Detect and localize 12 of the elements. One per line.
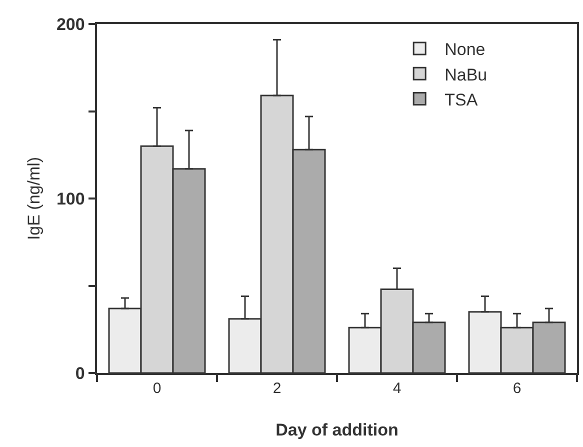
- x-tick-label: 0: [152, 380, 162, 397]
- x-tick-label: 4: [392, 380, 402, 397]
- legend-label: TSA: [444, 90, 478, 110]
- x-axis-title: Day of addition: [276, 420, 398, 440]
- x-tick-label: 6: [512, 380, 522, 397]
- y-axis-title: IgE (ng/ml): [24, 156, 44, 240]
- x-tick-label: 2: [272, 380, 282, 397]
- legend-label: NaBu: [444, 65, 488, 84]
- legend-label: None: [444, 40, 486, 60]
- y-tick-label: 0: [75, 364, 85, 383]
- y-tick-label: 100: [56, 189, 85, 208]
- y-tick-label: 200: [56, 14, 85, 34]
